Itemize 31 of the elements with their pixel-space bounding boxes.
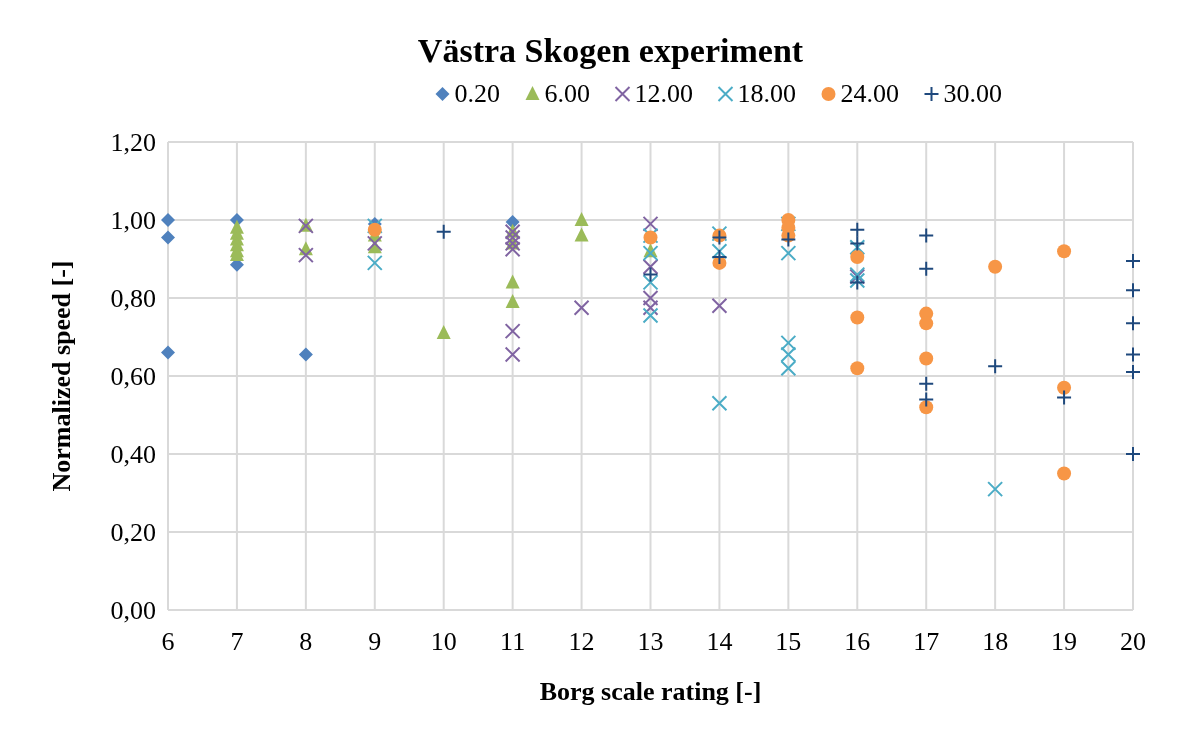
y-tick-label: 0,40 — [110, 440, 156, 469]
y-tick-label: 1,00 — [110, 206, 156, 235]
x-tick-label: 13 — [637, 627, 664, 656]
x-tick-label: 18 — [982, 627, 1009, 656]
x-tick-label: 10 — [430, 627, 457, 656]
x-tick-label: 15 — [775, 627, 802, 656]
x-tick-label: 11 — [500, 627, 526, 656]
y-tick-label: 0,00 — [110, 596, 156, 625]
x-tick-label: 7 — [230, 627, 244, 656]
legend-label: 30.00 — [943, 79, 1002, 108]
x-tick-label: 6 — [161, 627, 175, 656]
legend-label: 24.00 — [840, 79, 899, 108]
y-axis-title: Normalized speed [-] — [47, 260, 76, 492]
x-tick-label: 14 — [706, 627, 733, 656]
x-tick-label: 8 — [299, 627, 313, 656]
y-tick-label: 0,80 — [110, 284, 156, 313]
legend-label: 0.20 — [454, 79, 500, 108]
x-axis-title: Borg scale rating [-] — [539, 677, 762, 706]
legend-label: 12.00 — [634, 79, 693, 108]
x-tick-label: 17 — [913, 627, 940, 656]
chart-title: Västra Skogen experiment — [417, 32, 804, 69]
x-tick-label: 12 — [568, 627, 595, 656]
x-tick-label: 16 — [844, 627, 871, 656]
y-tick-label: 0,20 — [110, 518, 156, 547]
x-tick-label: 20 — [1120, 627, 1146, 656]
x-tick-label: 9 — [368, 627, 382, 656]
y-tick-label: 0,60 — [110, 362, 156, 391]
x-tick-label: 19 — [1051, 627, 1078, 656]
y-tick-label: 1,20 — [110, 128, 156, 157]
legend-label: 6.00 — [544, 79, 590, 108]
legend-label: 18.00 — [737, 79, 796, 108]
